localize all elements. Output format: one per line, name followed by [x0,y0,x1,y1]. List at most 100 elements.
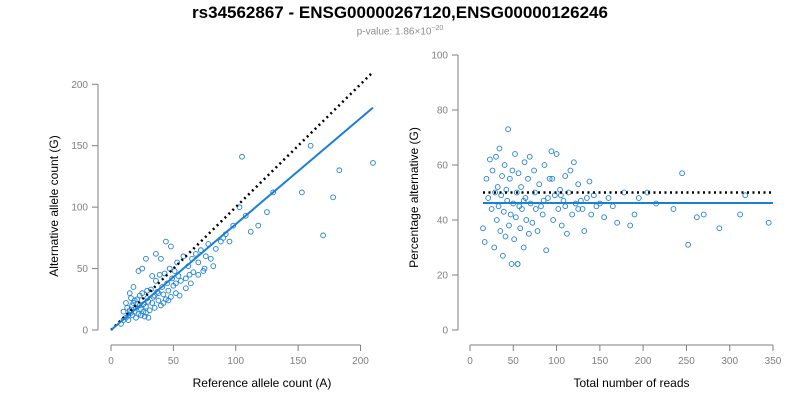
data-point [579,206,586,212]
data-point [123,300,129,306]
x-tick-label: 300 [721,356,738,367]
data-point [520,244,527,251]
data-point [165,297,172,304]
data-point [143,303,149,310]
data-point [513,189,520,196]
data-point [176,292,183,299]
data-point [201,265,208,272]
data-point [140,308,147,315]
data-point [545,195,551,201]
data-point [553,151,560,157]
data-point [499,173,505,179]
data-point [506,175,513,182]
x-tick-label: 200 [352,356,369,367]
data-point [242,212,249,219]
data-point [526,230,532,237]
x-axis-label: Total number of reads [573,376,689,390]
y-axis-label: Percentage alternative (G) [407,127,421,268]
x-tick-label: 0 [108,356,114,367]
data-point [489,167,496,174]
data-point [627,222,634,229]
data-point [541,162,548,168]
data-point [120,308,127,315]
data-point [158,255,164,262]
data-point [210,263,217,269]
y-tick-label: 60 [437,161,449,172]
x-tick-label: 150 [592,356,609,367]
data-point [487,156,493,163]
data-point [126,290,133,296]
x-tick-label: 350 [765,356,782,367]
data-point [180,253,187,260]
data-point [174,259,180,266]
data-point [575,181,582,188]
x-tick-label: 150 [290,356,307,367]
data-point [139,265,146,272]
data-point [679,170,685,177]
data-point [586,178,593,185]
data-point [513,214,519,221]
data-point [330,194,336,201]
data-point [192,250,199,257]
data-point [517,225,524,232]
data-point [247,228,254,235]
data-point [230,222,237,229]
data-point [496,145,503,152]
data-point [212,246,219,252]
data-point [716,225,723,232]
x-tick-label: 100 [548,356,565,367]
data-point [737,211,743,218]
y-tick-label: 200 [71,80,88,91]
y-tick-label: 40 [437,216,449,227]
data-point [605,195,612,201]
y-axis-label: Alternative allele count (G) [47,135,61,276]
data-point [494,184,501,190]
data-point [239,153,245,160]
data-point [149,300,156,306]
data-point [139,290,146,296]
data-point [183,275,189,282]
data-point [153,278,159,284]
p-value-exponent: −20 [431,25,444,32]
data-point [160,291,167,298]
data-point [169,275,175,282]
data-point [202,253,209,260]
data-point [125,317,132,324]
y-tick-label: 20 [437,271,449,282]
data-point [187,280,194,287]
data-point [529,219,536,226]
data-point [548,148,555,155]
data-point [614,219,621,226]
data-point [693,214,700,221]
data-point [526,153,533,160]
data-point [178,278,184,284]
data-point [525,175,531,182]
data-point [155,297,162,304]
data-point [575,206,582,212]
data-point [562,173,569,179]
data-point [320,232,326,239]
data-point [497,228,504,234]
data-point [485,195,492,201]
y-tick-label: 100 [71,203,88,214]
data-point [491,244,498,251]
data-point [143,255,149,262]
data-point [171,268,178,274]
data-point [571,159,577,166]
data-point [153,250,159,257]
data-point [532,206,539,212]
allele-count-scatter: 0 50 100 150 200 0 50 100 150 200 Reference allele… [47,71,376,390]
chart-title: rs34562867 - ENSG00000267120,ENSG0000012… [192,3,608,22]
data-point [264,209,270,215]
data-point [514,261,521,267]
data-point [558,222,565,229]
data-point [159,284,166,290]
data-point [507,211,514,218]
x-axis-label: Reference allele count (A) [193,376,332,390]
data-point [195,271,202,278]
data-point [502,233,509,240]
data-point [555,206,562,212]
x-tick-label: 0 [467,356,473,367]
y-tick-label: 100 [431,51,448,62]
data-point [521,159,528,166]
